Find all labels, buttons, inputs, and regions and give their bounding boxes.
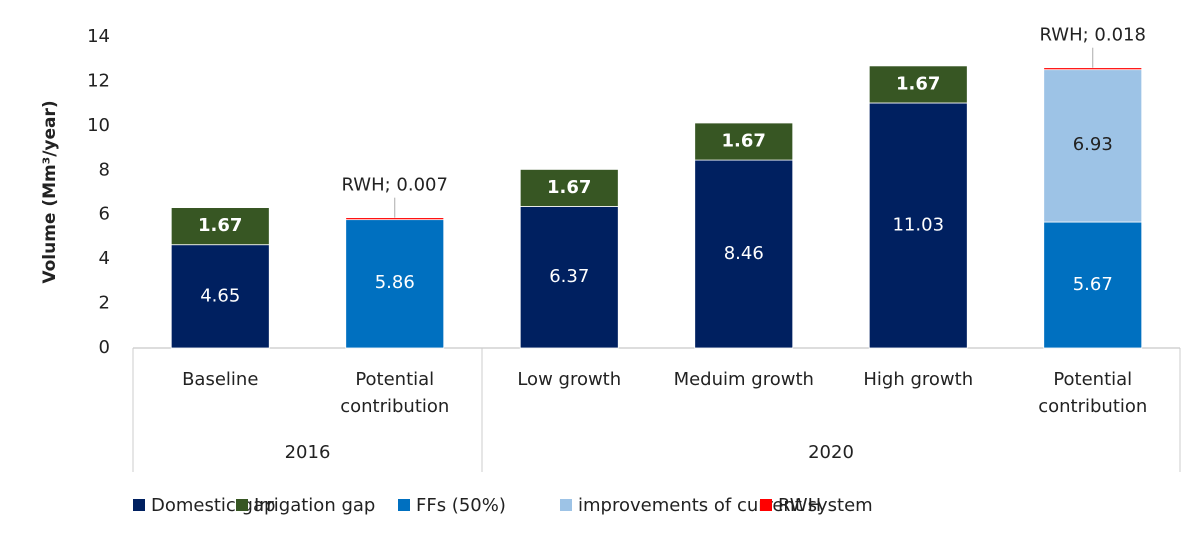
legend-swatch bbox=[560, 499, 572, 511]
data-label: 1.67 bbox=[198, 215, 242, 236]
data-label: 4.65 bbox=[200, 285, 240, 306]
legend-label: RWH bbox=[778, 495, 821, 516]
bar-segment bbox=[868, 102, 968, 349]
data-label: 6.93 bbox=[1073, 134, 1113, 155]
y-tick-label: 8 bbox=[99, 159, 110, 180]
bar-segment bbox=[345, 217, 445, 221]
y-tick-label: 12 bbox=[87, 70, 110, 91]
y-tick-label: 6 bbox=[99, 204, 110, 225]
data-label: 1.67 bbox=[722, 131, 766, 152]
bar-segment bbox=[694, 122, 794, 161]
data-label: 5.86 bbox=[375, 272, 415, 293]
data-label: 5.67 bbox=[1073, 274, 1113, 295]
y-tick-label: 10 bbox=[87, 115, 110, 136]
legend-label: Irrigation gap bbox=[254, 495, 375, 516]
legend-label: improvements of current system bbox=[578, 495, 873, 516]
x-tick-label: High growth bbox=[863, 369, 974, 390]
group-label: 2016 bbox=[285, 442, 331, 463]
bar-segment bbox=[170, 207, 270, 246]
bar-segment bbox=[345, 217, 445, 349]
bar-segment bbox=[170, 244, 270, 349]
bar-segment bbox=[694, 159, 794, 349]
data-label: RWH; 0.007 bbox=[342, 175, 448, 196]
data-label: 8.46 bbox=[724, 243, 764, 264]
x-tick-label: Potential contribution bbox=[1038, 369, 1148, 417]
legend-swatch bbox=[760, 499, 772, 511]
legend-swatch bbox=[236, 499, 248, 511]
bar-segment bbox=[519, 168, 619, 207]
x-tick-label: Low growth bbox=[517, 369, 622, 390]
y-axis-label: Volume (Mm³/year) bbox=[40, 100, 60, 283]
x-tick-label: Meduim growth bbox=[673, 369, 814, 390]
x-tick-label: Baseline bbox=[182, 369, 259, 390]
data-label: 1.67 bbox=[547, 177, 591, 198]
x-tick-label: Potential contribution bbox=[340, 369, 450, 417]
bar-segment bbox=[868, 65, 968, 104]
y-tick-label: 4 bbox=[99, 248, 110, 269]
group-label: 2020 bbox=[808, 442, 854, 463]
data-label: RWH; 0.018 bbox=[1040, 25, 1146, 46]
bar-segment bbox=[519, 206, 619, 349]
data-label: 11.03 bbox=[892, 214, 944, 235]
legend-label: FFs (50%) bbox=[416, 495, 506, 516]
data-label: 6.37 bbox=[549, 266, 589, 287]
data-label: 1.67 bbox=[896, 73, 940, 94]
legend-swatch bbox=[133, 499, 145, 511]
y-tick-label: 0 bbox=[99, 337, 110, 358]
legend-swatch bbox=[398, 499, 410, 511]
y-tick-label: 14 bbox=[87, 26, 110, 47]
y-tick-label: 2 bbox=[99, 293, 110, 314]
bar-segment bbox=[1043, 67, 1143, 223]
bar-segment bbox=[1043, 67, 1143, 71]
